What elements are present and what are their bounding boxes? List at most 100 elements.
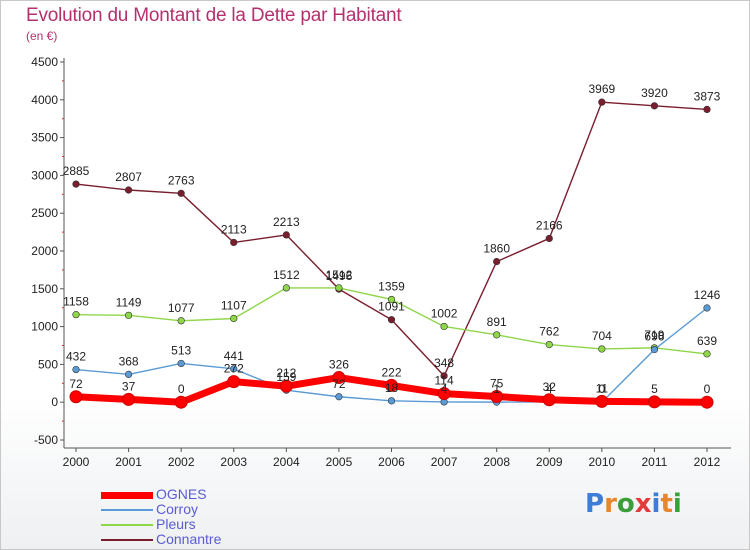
y-tick-label: 2500 xyxy=(31,206,58,220)
data-label-ognes: 0 xyxy=(178,382,185,396)
point-pleurs xyxy=(282,284,290,292)
legend-swatch xyxy=(101,524,153,526)
logo-letter: i xyxy=(672,489,682,519)
data-label-connantre: 2763 xyxy=(168,173,195,187)
point-connantre xyxy=(387,316,396,324)
point-corroy xyxy=(177,359,185,368)
legend-label: Corroy xyxy=(156,501,199,517)
point-connantre xyxy=(440,372,448,380)
data-label-connantre: 2213 xyxy=(273,215,300,229)
data-label-corroy: 441 xyxy=(224,349,244,363)
point-ognes xyxy=(700,395,714,409)
chart-title: Evolution du Montant de la Dette par Hab… xyxy=(26,5,402,26)
data-label-pleurs: 1512 xyxy=(326,268,353,282)
data-label-ognes: 114 xyxy=(435,374,454,388)
point-ognes xyxy=(174,395,188,409)
x-tick-label: 2002 xyxy=(168,455,195,469)
point-corroy xyxy=(650,345,659,354)
point-ognes xyxy=(490,390,504,404)
point-pleurs xyxy=(440,322,448,331)
point-corroy xyxy=(387,397,396,405)
data-label-corroy: 18 xyxy=(385,381,399,395)
point-connantre xyxy=(545,234,553,243)
data-label-connantre: 3969 xyxy=(588,82,615,96)
point-connantre xyxy=(650,102,659,110)
data-label-pleurs: 1149 xyxy=(116,295,142,309)
point-corroy xyxy=(72,365,80,374)
point-ognes xyxy=(332,371,346,385)
data-label-pleurs: 762 xyxy=(539,325,559,339)
point-pleurs xyxy=(72,311,80,319)
point-corroy xyxy=(124,370,133,378)
x-tick-label: 2009 xyxy=(536,455,563,469)
data-label-connantre: 1091 xyxy=(378,300,405,314)
data-label-ognes: 5 xyxy=(651,382,658,396)
point-ognes xyxy=(385,378,398,392)
point-ognes xyxy=(227,375,241,389)
x-tick-label: 2001 xyxy=(115,455,142,469)
point-ognes xyxy=(595,394,609,408)
data-label-corroy: 1246 xyxy=(694,288,721,302)
data-label-ognes: 32 xyxy=(543,380,557,394)
logo-letter: P xyxy=(585,489,605,519)
y-tick-label: 1500 xyxy=(31,282,58,296)
point-connantre xyxy=(493,257,501,266)
legend-swatch xyxy=(101,539,153,541)
x-tick-label: 2006 xyxy=(378,455,405,469)
point-connantre xyxy=(177,189,185,197)
point-connantre xyxy=(230,238,238,247)
data-label-ognes: 37 xyxy=(122,379,136,393)
point-pleurs xyxy=(493,331,501,339)
point-corroy xyxy=(703,304,711,312)
data-label-ognes: 75 xyxy=(490,377,504,391)
data-label-pleurs: 1359 xyxy=(378,279,405,293)
x-tick-label: 2005 xyxy=(326,455,353,469)
data-label-connantre: 2166 xyxy=(536,218,563,232)
data-label-corroy: 0 xyxy=(598,382,605,396)
point-pleurs xyxy=(545,340,553,349)
data-label-corroy: 4 xyxy=(441,382,448,396)
point-ognes xyxy=(647,395,661,409)
data-label-pleurs: 891 xyxy=(487,315,507,329)
data-label-connantre: 1860 xyxy=(483,242,510,256)
point-ognes xyxy=(122,392,136,406)
data-label-connantre: 2807 xyxy=(115,170,142,184)
y-tick-label: 3000 xyxy=(31,168,58,182)
series-line-connantre xyxy=(75,101,708,377)
x-tick-label: 2012 xyxy=(694,455,721,469)
logo-letter: x xyxy=(634,489,652,519)
data-label-pleurs: 1512 xyxy=(273,268,300,282)
point-pleurs xyxy=(230,314,238,323)
point-ognes xyxy=(69,390,83,404)
point-corroy xyxy=(230,365,238,373)
point-connantre xyxy=(703,105,711,114)
data-label-corroy: 4 xyxy=(546,382,553,396)
x-tick-label: 2011 xyxy=(642,455,668,469)
data-label-connantre: 1496 xyxy=(326,269,353,283)
data-label-corroy: 1 xyxy=(493,382,500,396)
x-tick-label: 2008 xyxy=(483,455,510,469)
x-tick-label: 2007 xyxy=(431,455,458,469)
data-label-corroy: 72 xyxy=(332,377,346,391)
data-label-ognes: 11 xyxy=(596,381,609,395)
point-pleurs xyxy=(387,295,396,304)
data-label-corroy: 368 xyxy=(119,354,139,368)
data-label-corroy: 513 xyxy=(171,343,191,357)
y-tick-label: 500 xyxy=(38,357,58,371)
data-label-connantre: 2885 xyxy=(63,164,90,178)
data-label-pleurs: 719 xyxy=(644,328,664,342)
legend-label: Pleurs xyxy=(156,516,196,532)
logo-letter: o xyxy=(616,489,635,519)
y-tick-label: 3500 xyxy=(31,131,58,145)
legend-label: Connantre xyxy=(156,531,222,547)
proxiti-logo: Proxiti xyxy=(585,489,682,519)
y-tick-label: -500 xyxy=(34,433,58,447)
y-tick-label: 4000 xyxy=(31,93,58,107)
point-ognes xyxy=(279,379,293,393)
y-tick-label: 2000 xyxy=(31,244,58,258)
data-label-ognes: 0 xyxy=(704,382,711,396)
data-label-pleurs: 1077 xyxy=(168,301,195,315)
y-tick-label: 0 xyxy=(51,395,58,409)
logo-letter: t xyxy=(660,489,673,519)
